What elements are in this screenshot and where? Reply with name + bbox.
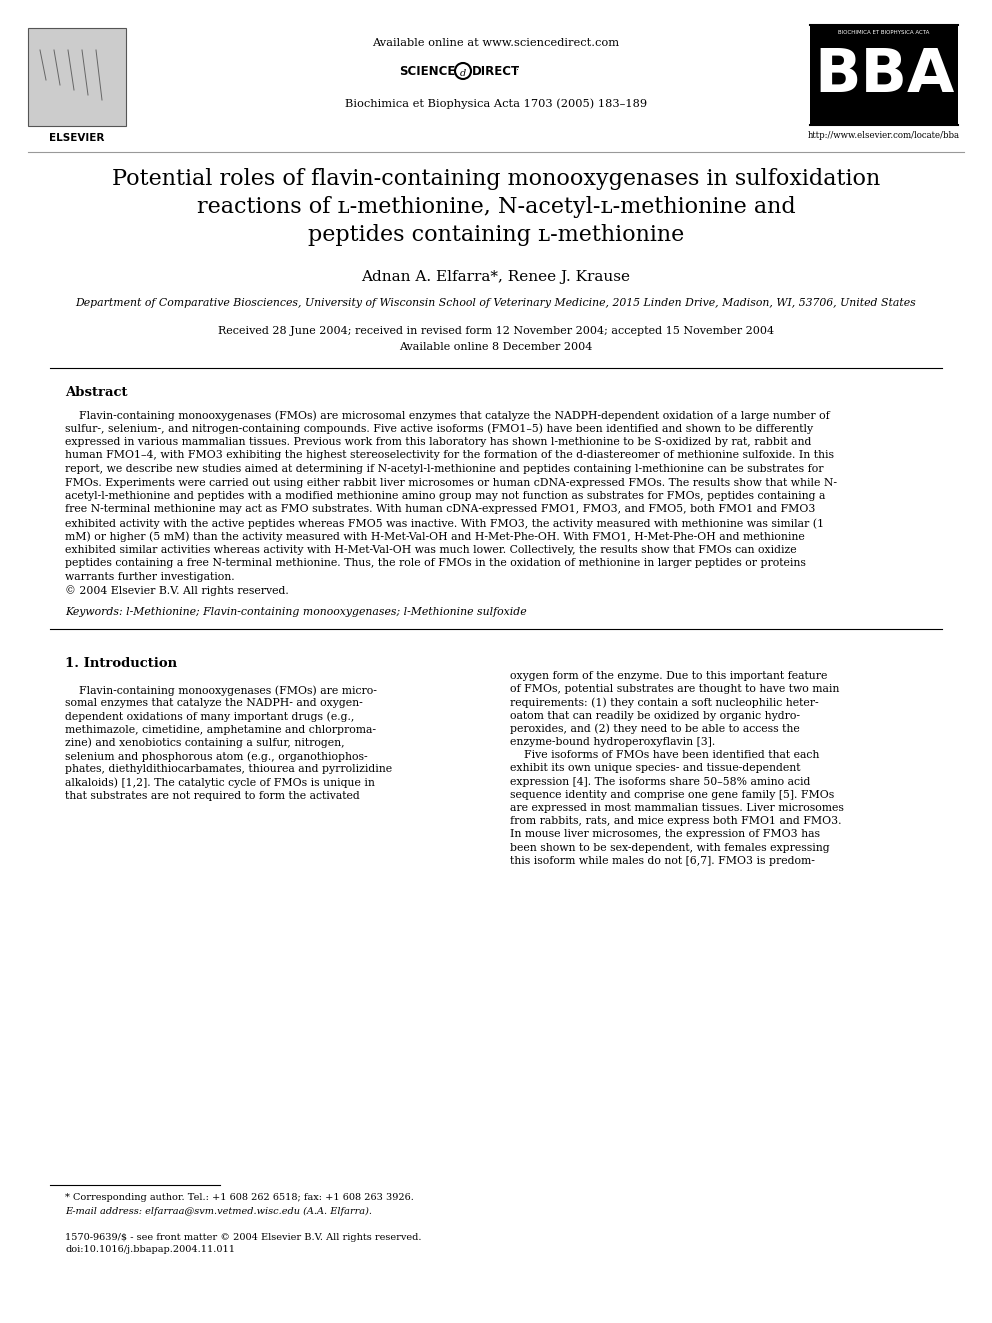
Text: peptides containing ʟ-methionine: peptides containing ʟ-methionine xyxy=(308,224,684,246)
Text: 1570-9639/$ - see front matter © 2004 Elsevier B.V. All rights reserved.: 1570-9639/$ - see front matter © 2004 El… xyxy=(65,1233,422,1242)
Text: warrants further investigation.: warrants further investigation. xyxy=(65,572,235,582)
Text: sulfur-, selenium-, and nitrogen-containing compounds. Five active isoforms (FMO: sulfur-, selenium-, and nitrogen-contain… xyxy=(65,423,813,434)
Text: http://www.elsevier.com/locate/bba: http://www.elsevier.com/locate/bba xyxy=(808,131,960,140)
Text: Biochimica et Biophysica Acta 1703 (2005) 183–189: Biochimica et Biophysica Acta 1703 (2005… xyxy=(345,98,647,108)
Text: Adnan A. Elfarra*, Renee J. Krause: Adnan A. Elfarra*, Renee J. Krause xyxy=(361,270,631,284)
Text: reactions of ʟ-methionine, N-acetyl-ʟ-methionine and: reactions of ʟ-methionine, N-acetyl-ʟ-me… xyxy=(196,196,796,218)
Text: human FMO1–4, with FMO3 exhibiting the highest stereoselectivity for the formati: human FMO1–4, with FMO3 exhibiting the h… xyxy=(65,451,834,460)
Text: alkaloids) [1,2]. The catalytic cycle of FMOs is unique in: alkaloids) [1,2]. The catalytic cycle of… xyxy=(65,778,375,789)
Text: report, we describe new studies aimed at determining if N-acetyl-l-methionine an: report, we describe new studies aimed at… xyxy=(65,464,823,474)
Text: Department of Comparative Biosciences, University of Wisconsin School of Veterin: Department of Comparative Biosciences, U… xyxy=(75,298,917,308)
Text: E-mail address: elfarraa@svm.vetmed.wisc.edu (A.A. Elfarra).: E-mail address: elfarraa@svm.vetmed.wisc… xyxy=(65,1207,372,1216)
Text: enzyme-bound hydroperoxyflavin [3].: enzyme-bound hydroperoxyflavin [3]. xyxy=(510,737,715,747)
Text: BBA: BBA xyxy=(813,46,954,105)
Text: dependent oxidations of many important drugs (e.g.,: dependent oxidations of many important d… xyxy=(65,712,354,722)
Text: DIRECT: DIRECT xyxy=(472,65,520,78)
Text: d: d xyxy=(460,70,466,78)
Text: that substrates are not required to form the activated: that substrates are not required to form… xyxy=(65,791,360,800)
Text: mM) or higher (5 mM) than the activity measured with H-Met-Val-OH and H-Met-Phe-: mM) or higher (5 mM) than the activity m… xyxy=(65,532,805,542)
Text: expressed in various mammalian tissues. Previous work from this laboratory has s: expressed in various mammalian tissues. … xyxy=(65,437,811,447)
Text: sequence identity and comprise one gene family [5]. FMOs: sequence identity and comprise one gene … xyxy=(510,790,834,800)
Text: ELSEVIER: ELSEVIER xyxy=(50,134,105,143)
Text: Available online at www.sciencedirect.com: Available online at www.sciencedirect.co… xyxy=(372,38,620,48)
Text: methimazole, cimetidine, amphetamine and chlorproma-: methimazole, cimetidine, amphetamine and… xyxy=(65,725,376,734)
Text: peptides containing a free N-terminal methionine. Thus, the role of FMOs in the : peptides containing a free N-terminal me… xyxy=(65,558,806,569)
Text: this isoform while males do not [6,7]. FMO3 is predom-: this isoform while males do not [6,7]. F… xyxy=(510,856,814,865)
Text: Abstract: Abstract xyxy=(65,386,128,400)
Text: are expressed in most mammalian tissues. Liver microsomes: are expressed in most mammalian tissues.… xyxy=(510,803,844,814)
Text: oatom that can readily be oxidized by organic hydro-: oatom that can readily be oxidized by or… xyxy=(510,710,800,721)
Text: 1. Introduction: 1. Introduction xyxy=(65,658,178,669)
Text: requirements: (1) they contain a soft nucleophilic heter-: requirements: (1) they contain a soft nu… xyxy=(510,697,818,708)
Text: expression [4]. The isoforms share 50–58% amino acid: expression [4]. The isoforms share 50–58… xyxy=(510,777,810,787)
Text: been shown to be sex-dependent, with females expressing: been shown to be sex-dependent, with fem… xyxy=(510,843,829,852)
Text: doi:10.1016/j.bbapap.2004.11.011: doi:10.1016/j.bbapap.2004.11.011 xyxy=(65,1245,235,1254)
Text: phates, diethyldithiocarbamates, thiourea and pyrrolizidine: phates, diethyldithiocarbamates, thioure… xyxy=(65,765,392,774)
Text: Available online 8 December 2004: Available online 8 December 2004 xyxy=(400,343,592,352)
Text: BIOCHIMICA ET BIOPHYSICA ACTA: BIOCHIMICA ET BIOPHYSICA ACTA xyxy=(838,30,930,34)
Text: © 2004 Elsevier B.V. All rights reserved.: © 2004 Elsevier B.V. All rights reserved… xyxy=(65,586,289,597)
Text: Potential roles of flavin-containing monooxygenases in sulfoxidation: Potential roles of flavin-containing mon… xyxy=(112,168,880,191)
Text: from rabbits, rats, and mice express both FMO1 and FMO3.: from rabbits, rats, and mice express bot… xyxy=(510,816,841,826)
Text: Five isoforms of FMOs have been identified that each: Five isoforms of FMOs have been identifi… xyxy=(510,750,819,761)
Text: In mouse liver microsomes, the expression of FMO3 has: In mouse liver microsomes, the expressio… xyxy=(510,830,820,839)
Text: exhibited activity with the active peptides whereas FMO5 was inactive. With FMO3: exhibited activity with the active pepti… xyxy=(65,519,824,529)
FancyBboxPatch shape xyxy=(28,28,126,126)
Text: acetyl-l-methionine and peptides with a modified methionine amino group may not : acetyl-l-methionine and peptides with a … xyxy=(65,491,825,501)
Text: peroxides, and (2) they need to be able to access the: peroxides, and (2) they need to be able … xyxy=(510,724,800,734)
Text: ·: · xyxy=(516,65,519,75)
Text: exhibited similar activities whereas activity with H-Met-Val-OH was much lower. : exhibited similar activities whereas act… xyxy=(65,545,797,556)
Text: * Corresponding author. Tel.: +1 608 262 6518; fax: +1 608 263 3926.: * Corresponding author. Tel.: +1 608 262… xyxy=(65,1193,414,1203)
Text: zine) and xenobiotics containing a sulfur, nitrogen,: zine) and xenobiotics containing a sulfu… xyxy=(65,738,344,749)
Text: Received 28 June 2004; received in revised form 12 November 2004; accepted 15 No: Received 28 June 2004; received in revis… xyxy=(218,325,774,336)
Text: SCIENCE: SCIENCE xyxy=(400,65,456,78)
Text: somal enzymes that catalyze the NADPH- and oxygen-: somal enzymes that catalyze the NADPH- a… xyxy=(65,699,363,708)
Text: FMOs. Experiments were carried out using either rabbit liver microsomes or human: FMOs. Experiments were carried out using… xyxy=(65,478,837,487)
Text: of FMOs, potential substrates are thought to have two main: of FMOs, potential substrates are though… xyxy=(510,684,839,695)
FancyBboxPatch shape xyxy=(810,25,958,124)
Text: Flavin-containing monooxygenases (FMOs) are micro-: Flavin-containing monooxygenases (FMOs) … xyxy=(65,685,377,696)
Text: Keywords: l-Methionine; Flavin-containing monooxygenases; l-Methionine sulfoxide: Keywords: l-Methionine; Flavin-containin… xyxy=(65,607,527,617)
Text: Flavin-containing monooxygenases (FMOs) are microsomal enzymes that catalyze the: Flavin-containing monooxygenases (FMOs) … xyxy=(65,410,829,421)
Text: free N-terminal methionine may act as FMO substrates. With human cDNA-expressed : free N-terminal methionine may act as FM… xyxy=(65,504,815,515)
Text: selenium and phosphorous atom (e.g., organothiophos-: selenium and phosphorous atom (e.g., org… xyxy=(65,751,368,762)
Text: exhibit its own unique species- and tissue-dependent: exhibit its own unique species- and tiss… xyxy=(510,763,801,774)
Text: oxygen form of the enzyme. Due to this important feature: oxygen form of the enzyme. Due to this i… xyxy=(510,671,827,681)
